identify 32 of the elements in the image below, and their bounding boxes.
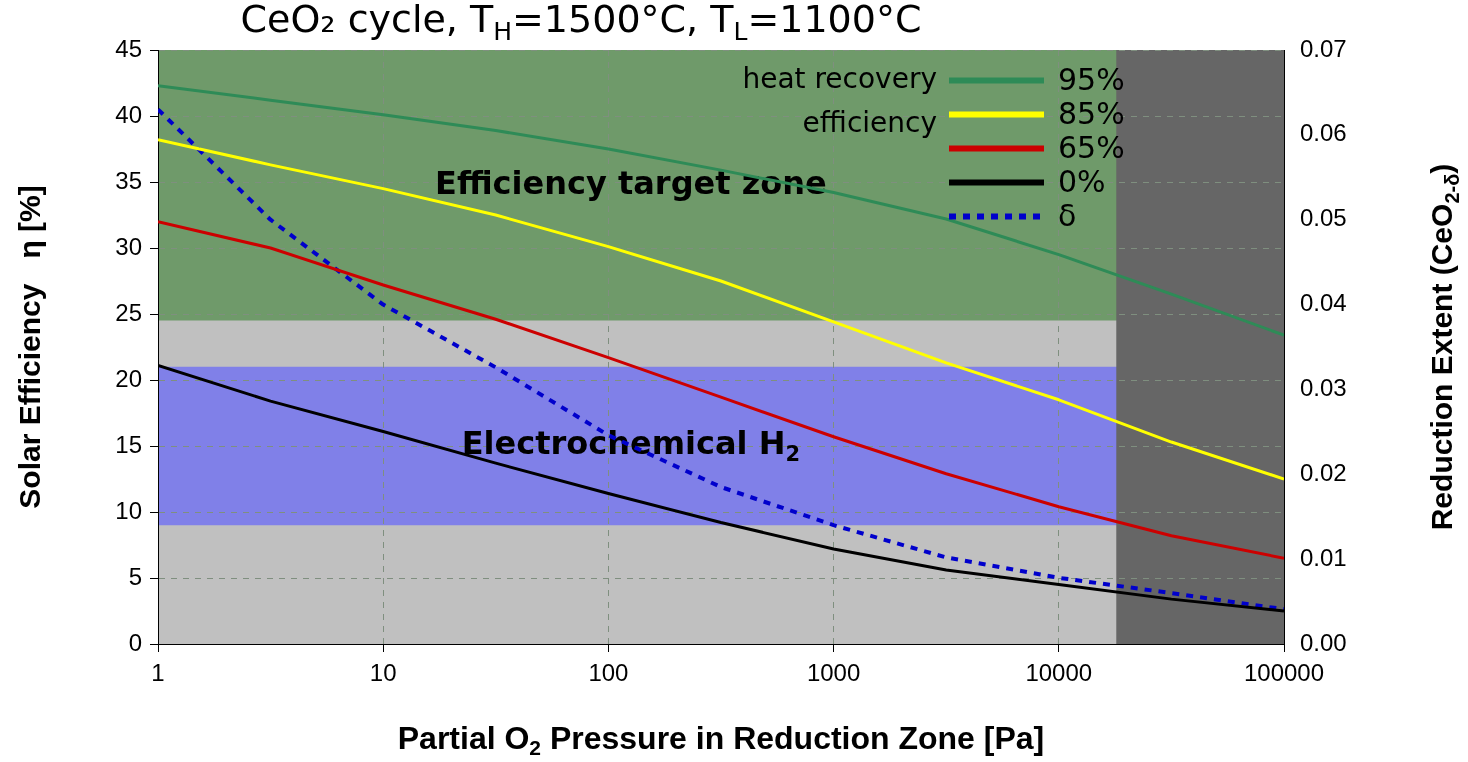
y-tick-label: 5 (128, 562, 142, 590)
legend-label: δ (1058, 198, 1077, 234)
x-tick-label: 1000 (806, 659, 861, 687)
y2-tick-label: 0.06 (1300, 119, 1347, 147)
legend-title: heat recovery efficiency (742, 61, 938, 139)
y-tick-label: 45 (115, 34, 142, 62)
x-tick-label: 100000 (1243, 659, 1325, 687)
y2-tick-label: 0.05 (1300, 204, 1347, 232)
y-tick-label: 30 (115, 232, 142, 260)
y-tick-label: 10 (115, 496, 142, 524)
y2-tick-label: 0.07 (1300, 34, 1347, 62)
y-tick-label: 0 (128, 628, 142, 656)
y2-tick-label: 0.00 (1300, 628, 1347, 656)
x-tick-label: 100 (588, 659, 629, 687)
y2-tick-label: 0.03 (1300, 374, 1347, 402)
y-tick-label: 20 (115, 364, 142, 392)
y2-tick-label: 0.02 (1300, 458, 1347, 486)
y2-tick-label: 0.01 (1300, 543, 1347, 571)
y-tick-label: 35 (115, 166, 142, 194)
y-tick-label: 15 (115, 430, 142, 458)
legend-label: 95% (1058, 62, 1125, 98)
x-tick-label: 10000 (1025, 659, 1093, 687)
legend-label: 85% (1058, 96, 1125, 132)
x-tick-label: 10 (369, 659, 397, 687)
legend-label: 65% (1058, 130, 1125, 166)
y2-axis-title: Reduction Extent (CeO2-δ) (1425, 163, 1463, 531)
y2-tick-label: 0.04 (1300, 289, 1347, 317)
x-tick-label: 1 (151, 659, 165, 687)
legend-label: 0% (1058, 164, 1106, 200)
y-tick-label: 25 (115, 298, 142, 326)
y-axis-title: Solar Efficiency η [%] (13, 185, 47, 509)
y-tick-label: 40 (115, 100, 142, 128)
